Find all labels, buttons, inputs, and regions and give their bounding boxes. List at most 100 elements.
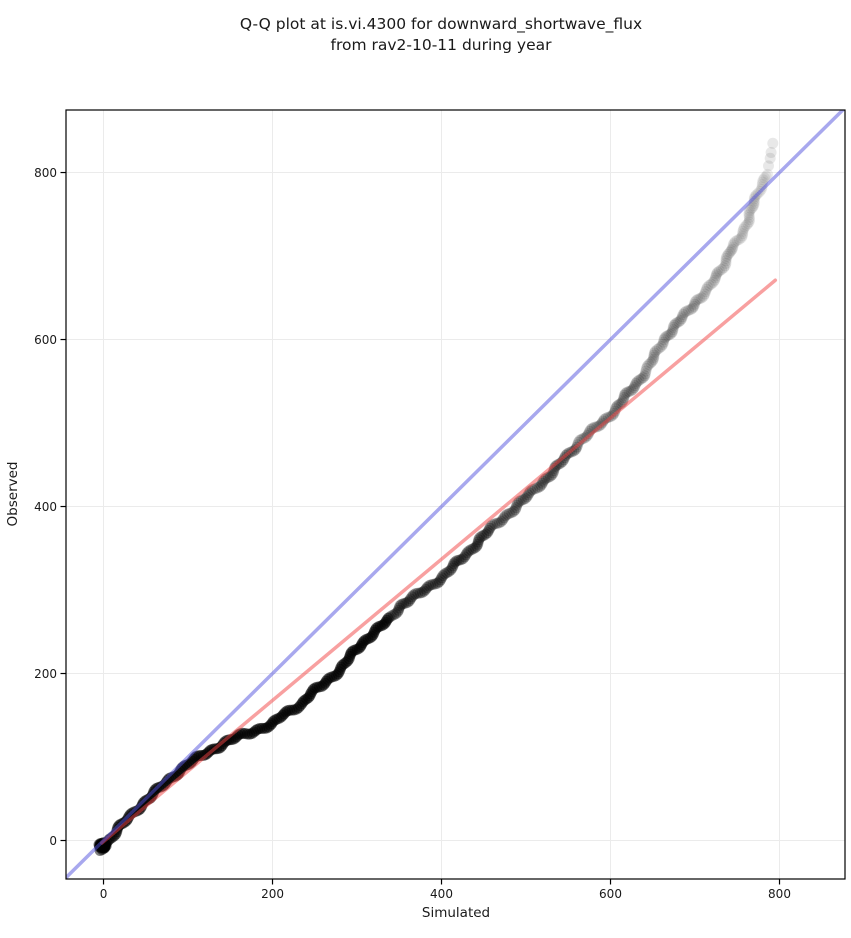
qq-point [757,174,769,186]
qq-point [662,330,674,341]
qq-point [718,262,730,274]
qq-point [446,562,458,574]
qq-point [673,316,685,328]
qq-point [460,549,472,561]
qq-point [688,300,700,312]
x-tick-label: 800 [768,887,791,901]
qq-point [390,608,402,620]
qq-point [710,272,721,284]
qq-point [729,236,741,247]
qq-point [720,252,732,264]
qq-point [473,534,485,546]
qq-point [702,281,713,293]
qq-point [657,338,669,350]
qq-point [476,530,488,542]
qq-point [759,172,770,184]
qq-point [518,494,529,505]
qq-point [396,598,408,610]
qq-point [480,528,492,540]
qq-point [506,507,518,518]
qq-point [742,218,754,230]
qq-point [724,246,736,258]
qq-point [711,268,723,280]
qq-point [385,610,397,622]
qq-point [498,512,510,524]
qq-point [690,294,702,306]
qq-point [696,292,708,304]
qq-point [743,211,755,223]
qq-point [403,595,415,607]
qq-point [712,266,724,278]
qq-point [432,577,444,589]
qq-point [639,370,651,382]
x-axis-label: Simulated [422,905,490,921]
qq-point [660,331,672,342]
qq-point [418,585,430,597]
qq-point [618,392,630,403]
qq-point [521,491,533,503]
qq-point [437,570,449,582]
qq-point [645,357,657,369]
qq-point [740,219,752,231]
qq-point [393,602,405,614]
qq-point [441,567,453,579]
qq-point [522,489,534,501]
qq-point [743,207,755,219]
qq-point [503,507,515,519]
qq-point [719,260,731,272]
qq-point [699,288,711,300]
qq-point [631,376,643,388]
qq-point [472,536,484,548]
qq-point [489,518,501,530]
qq-point [689,296,701,308]
qq-point [641,360,653,372]
qq-point [467,543,479,555]
y-tick-label: 400 [34,500,57,514]
qq-point [630,378,642,389]
qq-point [485,520,497,532]
qq-point [705,278,717,290]
plot-border [65,109,846,880]
qq-point [495,516,507,527]
qq-point [535,479,547,491]
qq-point [658,334,670,346]
qq-point [640,363,652,374]
qq-point [745,203,757,215]
qq-point [433,576,445,588]
qq-point [459,551,471,563]
qq-point [703,279,715,291]
qq-point [629,380,641,392]
chart-title-line1: Q-Q plot at is.vi.4300 for downward_shor… [240,15,642,34]
qq-point [623,386,635,397]
qq-point [676,311,688,323]
qq-point [544,470,556,482]
qq-point [412,587,424,599]
qq-point [394,600,406,612]
qq-point [700,286,712,298]
identity-line [66,110,845,879]
qq-point [483,525,495,536]
qq-point [453,554,465,566]
qq-point [410,588,421,600]
qq-point [727,239,739,251]
qq-point [713,265,725,277]
qq-point [439,568,451,580]
qq-point [739,221,751,233]
qq-point [655,340,667,352]
qq-point [457,553,469,565]
qq-point [398,598,410,610]
qq-point [639,368,651,380]
qq-point [667,321,679,333]
qq-point [627,383,639,395]
qq-point [720,257,732,269]
qq-point [425,579,437,591]
y-axis-label: Observed [5,462,21,527]
qq-point [447,560,459,572]
chart-title-line2: from rav2-10-11 during year [331,36,553,54]
qq-point [617,394,629,406]
qq-point [669,318,681,330]
qq-point [536,477,548,489]
qq-point [764,152,776,164]
qq-point [677,309,689,320]
